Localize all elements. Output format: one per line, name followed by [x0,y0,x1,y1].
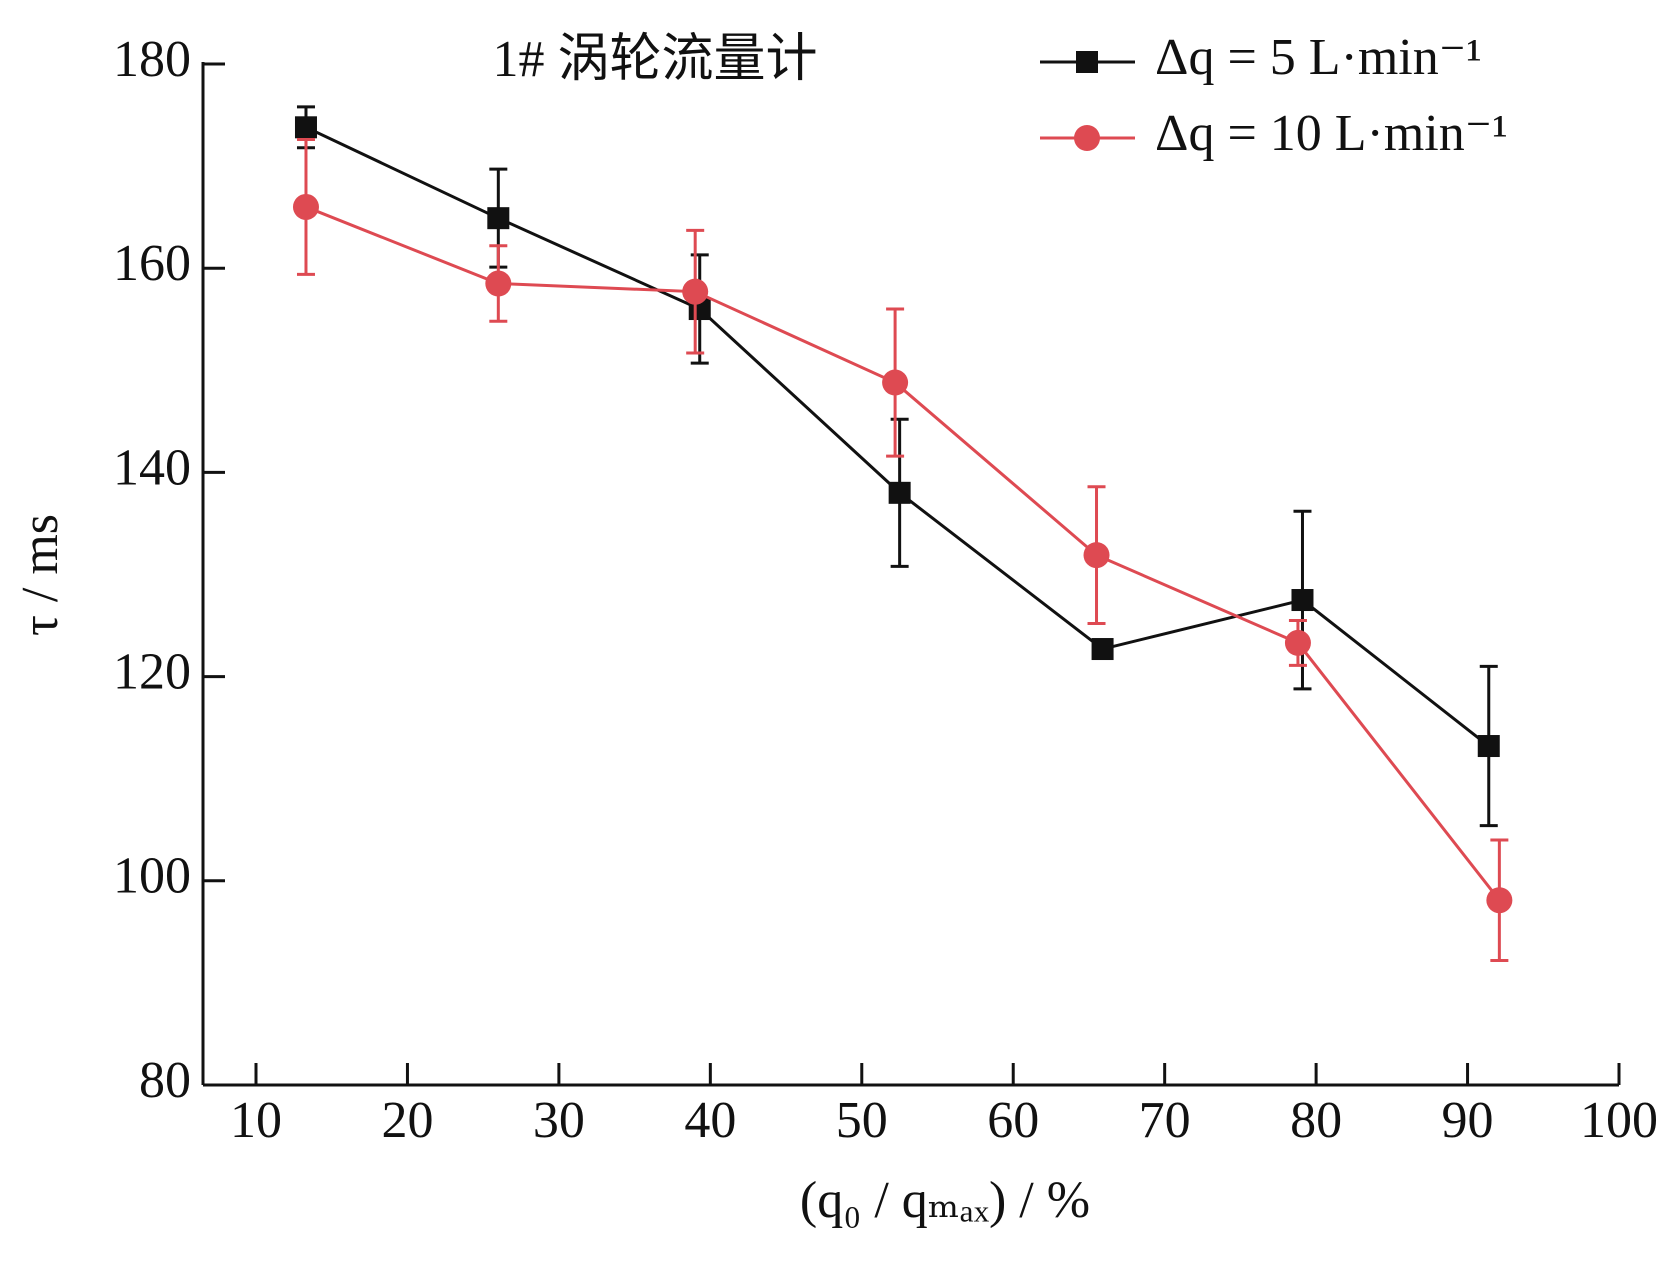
x-tick-label: 100 [1580,1092,1658,1149]
y-tick-label: 160 [113,235,191,292]
x-tick-label: 20 [381,1092,433,1149]
marker [294,116,317,139]
marker [1083,542,1110,569]
x-tick-label: 60 [987,1092,1039,1149]
x-tick-label: 50 [836,1092,888,1149]
marker [882,369,909,396]
marker [487,207,510,230]
y-tick-label: 120 [113,644,191,701]
chart-title: 1# 涡轮流量计 [492,31,817,88]
series-line [305,125,1490,748]
y-tick-label: 80 [139,1052,191,1109]
x-tick-label: 40 [684,1092,736,1149]
x-axis-label: (q₀ / qₘₐₓ) / % [800,1172,1090,1229]
marker [888,481,911,504]
marker [1291,589,1314,612]
marker [292,193,319,220]
legend-label: Δq = 5 L·min⁻¹ [1155,29,1482,86]
marker [1091,638,1114,661]
marker [1284,629,1311,656]
marker [485,270,512,297]
y-tick-label: 180 [113,31,191,88]
series-line [305,205,1501,902]
x-tick-label: 10 [230,1092,282,1149]
x-tick-label: 30 [533,1092,585,1149]
legend-label: Δq = 10 L·min⁻¹ [1155,105,1508,162]
x-tick-label: 90 [1442,1092,1494,1149]
x-tick-label: 80 [1290,1092,1342,1149]
marker [1486,887,1513,914]
marker [1477,735,1500,758]
y-tick-label: 100 [113,848,191,905]
y-axis-label: τ / ms [12,514,69,636]
legend-marker [1074,125,1100,151]
y-tick-label: 140 [113,439,191,496]
x-tick-label: 70 [1139,1092,1191,1149]
legend-marker [1076,51,1098,73]
marker [682,278,709,305]
